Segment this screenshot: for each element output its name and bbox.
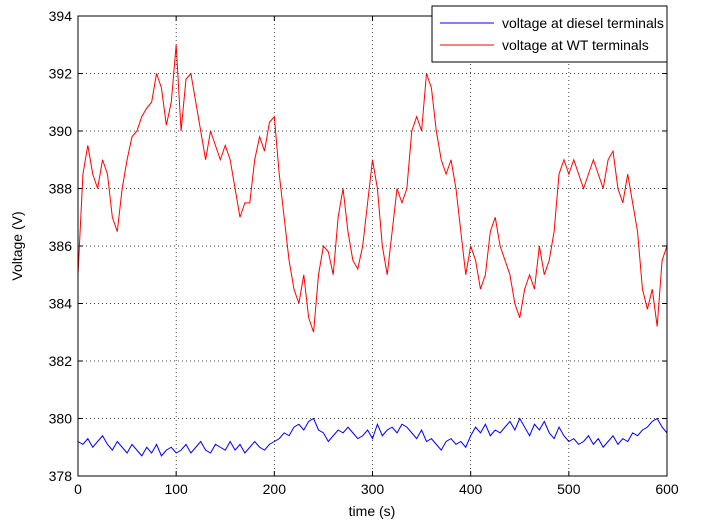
legend-label: voltage at WT terminals (502, 37, 649, 53)
x-tick-label: 100 (164, 481, 188, 497)
x-tick-label: 200 (263, 481, 287, 497)
y-tick-label: 390 (49, 123, 73, 139)
data-line (77, 44, 668, 333)
legend-label: voltage at diesel terminals (502, 15, 664, 31)
y-tick-label: 392 (49, 66, 73, 82)
y-tick-label: 388 (49, 181, 73, 197)
x-tick-label: 300 (361, 481, 385, 497)
y-tick-label: 378 (49, 468, 73, 484)
y-axis-label: Voltage (V) (9, 211, 25, 280)
axes-box (77, 15, 668, 477)
y-tick-label: 384 (49, 296, 73, 312)
y-tick-label: 394 (49, 8, 73, 24)
x-tick-label: 600 (655, 481, 679, 497)
x-axis-label: time (s) (349, 503, 396, 519)
x-tick-label: 0 (74, 481, 82, 497)
data-line (77, 417, 668, 457)
y-tick-label: 380 (49, 411, 73, 427)
y-tick-label: 382 (49, 353, 73, 369)
y-tick-label: 386 (49, 238, 73, 254)
x-tick-label: 500 (557, 481, 581, 497)
legend-box (431, 5, 668, 63)
x-tick-label: 400 (459, 481, 483, 497)
